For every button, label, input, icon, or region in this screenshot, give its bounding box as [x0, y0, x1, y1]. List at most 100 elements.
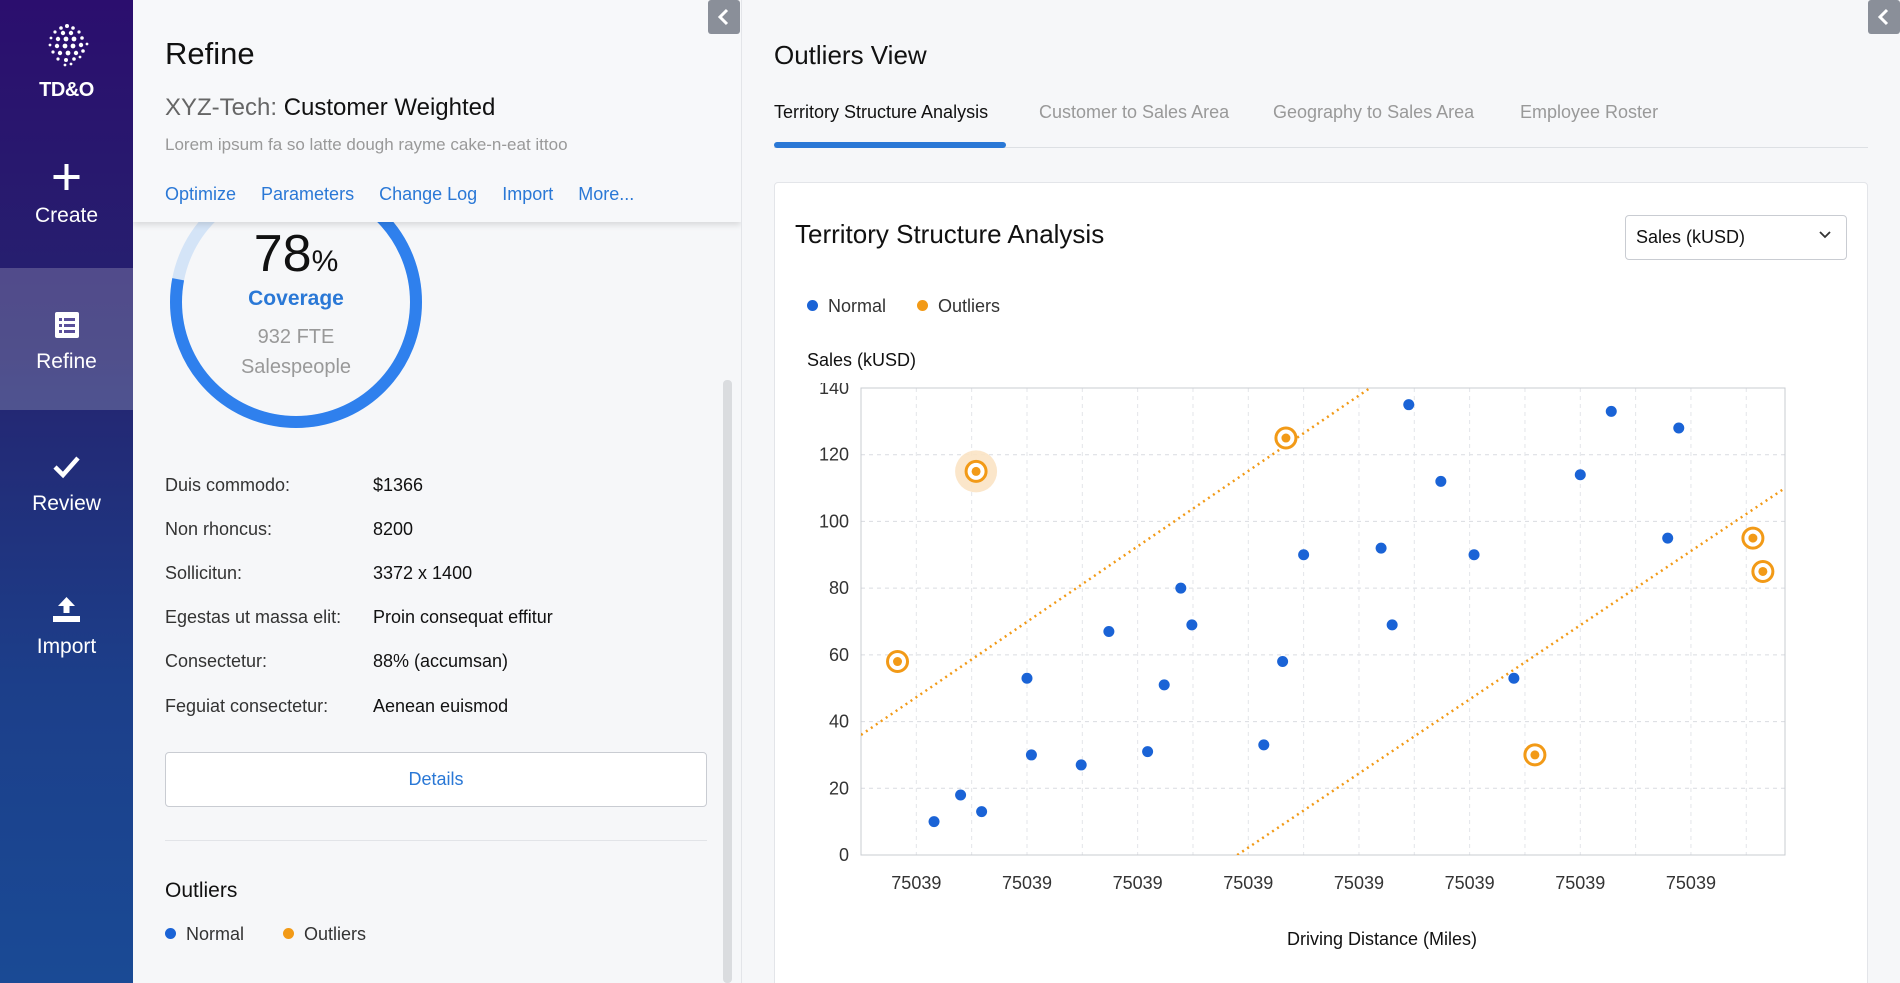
field-key: Non rhoncus:: [165, 519, 273, 539]
y-tick-label: 40: [829, 712, 849, 732]
link-change-log[interactable]: Change Log: [379, 184, 478, 204]
normal-point: [1158, 679, 1170, 691]
fte-label: Salespeople: [240, 356, 352, 378]
tab-territory-structure[interactable]: Territory Structure Analysis: [774, 102, 989, 122]
y-tick-label: 140: [819, 383, 849, 398]
x-tick-label: 75039: [1555, 873, 1605, 893]
field-value: Aenean euismod: [373, 696, 509, 716]
field-value: 88% (accumsan): [373, 651, 509, 671]
outlier-dot-icon: [917, 300, 929, 311]
x-tick-label: 75039: [1223, 873, 1273, 893]
field-value: 3372 x 1400: [373, 563, 473, 583]
nav-review[interactable]: Review: [0, 438, 133, 580]
normal-point: [1142, 746, 1154, 758]
normal-point: [1673, 422, 1685, 434]
normal-point: [1574, 469, 1586, 481]
field-key: Egestas ut massa elit:: [165, 607, 342, 627]
normal-point: [1103, 626, 1115, 638]
y-tick-label: 100: [819, 511, 849, 531]
normal-point: [1075, 759, 1087, 771]
normal-point: [1468, 549, 1480, 561]
coverage-number: 78: [253, 225, 312, 283]
field-value: $1366: [373, 475, 424, 495]
normal-point: [1298, 549, 1310, 561]
normal-point: [976, 806, 988, 818]
collapse-panel-button[interactable]: [708, 0, 740, 34]
legend-normal: Normal: [165, 924, 244, 945]
chart-legend-outliers: Outliers: [938, 296, 1001, 316]
y-tick-label: 60: [829, 645, 849, 665]
nav-create-label: Create: [34, 204, 99, 227]
plus-icon: [53, 164, 80, 190]
x-tick-label: 75039: [1445, 873, 1495, 893]
collapse-view-button[interactable]: [1868, 0, 1900, 34]
logo-text: TD&O: [39, 79, 94, 101]
field-key: Feguiat consectetur:: [165, 696, 329, 716]
chevron-down-icon: [1819, 231, 1831, 239]
normal-point: [1375, 542, 1387, 554]
active-tab-indicator: [774, 142, 1006, 148]
link-more[interactable]: More...: [578, 184, 635, 204]
outliers-title: Outliers: [165, 879, 238, 902]
field-value: 8200: [373, 519, 414, 539]
chart-card: Territory Structure Analysis Sales (kUSD…: [774, 182, 1868, 983]
nav-refine-label: Refine: [36, 350, 97, 373]
normal-point: [1021, 672, 1033, 684]
logo: TD&O: [0, 18, 133, 102]
fte-count: 932 FTE: [257, 326, 335, 348]
list-icon: [55, 312, 79, 338]
outlier-point: [971, 466, 981, 476]
normal-point: [1508, 672, 1520, 684]
view-title: Outliers View: [774, 40, 927, 70]
normal-dot-icon: [807, 300, 818, 311]
chevron-left-icon: [1877, 8, 1889, 26]
normal-point: [1175, 582, 1187, 594]
refine-description: Lorem ipsum fa so latte dough rayme cake…: [165, 135, 568, 154]
normal-point: [1277, 656, 1289, 668]
panel-scrollbar[interactable]: [723, 380, 732, 983]
plot-border: [860, 387, 1786, 856]
metric-select-value: Sales (kUSD): [1636, 227, 1746, 247]
normal-point: [1605, 405, 1617, 417]
x-tick-label: 75039: [1334, 873, 1384, 893]
tab-employee-roster[interactable]: Employee Roster: [1520, 102, 1659, 122]
coverage-unit: %: [311, 245, 339, 278]
normal-point: [1258, 739, 1270, 751]
link-optimize[interactable]: Optimize: [165, 184, 237, 204]
outlier-bound-line: [1236, 487, 1785, 855]
metric-select[interactable]: Sales (kUSD): [1625, 215, 1847, 260]
details-button[interactable]: Details: [165, 752, 707, 807]
coverage-label: Coverage: [248, 287, 344, 310]
normal-point: [928, 816, 940, 828]
outlier-point: [1281, 433, 1291, 443]
normal-point: [1403, 399, 1415, 411]
nav-refine[interactable]: Refine: [0, 268, 133, 410]
coverage-value: 78%: [169, 224, 423, 284]
outliers-view: Outliers View Territory Structure Analys…: [741, 0, 1900, 983]
check-icon: [53, 456, 80, 479]
normal-point: [1435, 475, 1447, 487]
legend-outliers: Outliers: [283, 924, 366, 945]
outlier-bound-line: [861, 388, 1371, 736]
nav-create[interactable]: Create: [0, 138, 133, 280]
scatter-chart: 0 20 40 60 80 100 120 140 75039 75039 75039 75039 75…: [819, 383, 1786, 893]
link-parameters[interactable]: Parameters: [261, 184, 355, 204]
tab-geography-to-sales-area[interactable]: Geography to Sales Area: [1273, 102, 1475, 122]
divider: [165, 840, 707, 841]
normal-dot-icon: [165, 928, 176, 939]
y-tick-label: 0: [839, 845, 849, 865]
upload-icon: [53, 597, 80, 622]
left-nav: TD&O Create Refine Review Import: [0, 0, 133, 983]
globe-logo-icon: [48, 24, 88, 67]
chart-title: Territory Structure Analysis: [795, 219, 1105, 249]
legend-normal-label: Normal: [186, 924, 245, 944]
normal-point: [1186, 619, 1198, 631]
nav-import[interactable]: Import: [0, 583, 133, 725]
x-tick-label: 75039: [1666, 873, 1716, 893]
refine-subtitle: XYZ-Tech: Customer Weighted: [165, 94, 495, 122]
outlier-point: [1530, 750, 1540, 760]
tab-customer-to-sales-area[interactable]: Customer to Sales Area: [1039, 102, 1230, 122]
link-import[interactable]: Import: [502, 184, 554, 204]
coverage-fte: 932 FTE Salespeople: [169, 322, 423, 382]
y-tick-label: 80: [829, 578, 849, 598]
